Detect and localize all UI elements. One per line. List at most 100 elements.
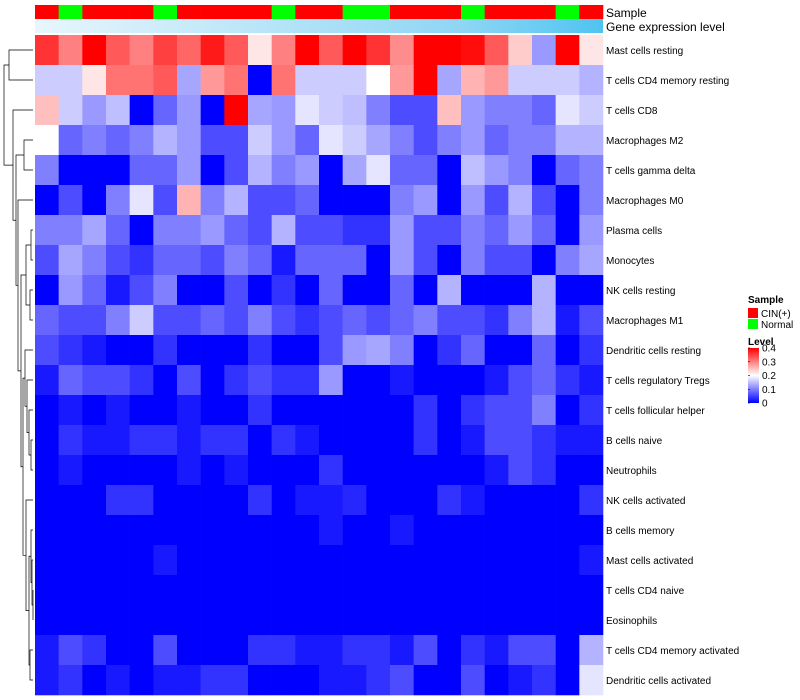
heatmap-cell — [271, 485, 296, 516]
heatmap-cell — [532, 65, 556, 96]
heatmap-cell — [579, 245, 604, 276]
heatmap-cell — [200, 605, 225, 636]
heatmap-cell — [579, 125, 604, 156]
heatmap-cell — [224, 635, 249, 666]
heatmap-cell — [58, 245, 83, 276]
heatmap-cell — [153, 575, 178, 606]
sample-cell — [248, 5, 272, 19]
heatmap-cell — [390, 485, 414, 516]
heatmap-cell — [177, 545, 201, 576]
heatmap-cell — [555, 305, 580, 336]
heatmap-cell — [437, 335, 462, 366]
heatmap-cell — [413, 635, 438, 666]
heatmap-cell — [35, 455, 59, 486]
heatmap-cell — [82, 665, 107, 696]
heatmap-cell — [484, 125, 509, 156]
heatmap-cell — [342, 395, 367, 426]
heatmap-cell — [508, 365, 533, 396]
heatmap-cell — [248, 65, 272, 96]
heatmap-cell — [366, 395, 391, 426]
heatmap-cell — [295, 215, 320, 246]
heatmap-cell — [35, 155, 59, 186]
heatmap-cell — [461, 665, 485, 696]
heatmap-cell — [82, 365, 107, 396]
dendrogram-branch — [24, 349, 33, 407]
heatmap-cell — [342, 335, 367, 366]
heatmap-cell — [106, 215, 130, 246]
heatmap-cell — [342, 485, 367, 516]
heatmap-cell — [224, 65, 249, 96]
row-label-t-cells-follicular-helper: T cells follicular helper — [606, 406, 705, 417]
heatmap-cell — [153, 515, 178, 546]
heatmap-cell — [177, 665, 201, 696]
heatmap-cell — [248, 575, 272, 606]
heatmap-cell — [153, 245, 178, 276]
heatmap-cell — [484, 155, 509, 186]
heatmap-cell — [271, 635, 296, 666]
dendrogram-branch — [17, 199, 33, 372]
heatmap-cell — [508, 215, 533, 246]
heatmap-cell — [271, 155, 296, 186]
heatmap-cell — [271, 515, 296, 546]
heatmap-cell — [555, 35, 580, 66]
heatmap-cell — [366, 245, 391, 276]
heatmap-cell — [555, 65, 580, 96]
heatmap-cell — [319, 275, 343, 306]
heatmap-cell — [248, 665, 272, 696]
heatmap-cell — [248, 185, 272, 216]
heatmap-cell — [35, 545, 59, 576]
heatmap-cell — [224, 545, 249, 576]
heatmap-cell — [390, 575, 414, 606]
heatmap-cell — [579, 665, 604, 696]
heatmap-cell — [413, 665, 438, 696]
heatmap-cell — [295, 485, 320, 516]
heatmap-cell — [271, 545, 296, 576]
heatmap-cell — [579, 365, 604, 396]
heatmap-cell — [224, 605, 249, 636]
heatmap-cell — [484, 395, 509, 426]
heatmap-cell — [129, 635, 154, 666]
heatmap-cell — [153, 95, 178, 126]
heatmap-cell — [153, 665, 178, 696]
heatmap-cell — [82, 335, 107, 366]
heatmap-cell — [58, 365, 83, 396]
heatmap-cell — [342, 515, 367, 546]
heatmap-cell — [295, 665, 320, 696]
heatmap-cell — [413, 245, 438, 276]
heatmap-cell — [224, 365, 249, 396]
heatmap-cell — [200, 305, 225, 336]
heatmap-cell — [248, 485, 272, 516]
heatmap-cell — [413, 185, 438, 216]
heatmap-cell — [295, 515, 320, 546]
heatmap-cell — [177, 245, 201, 276]
row-dendrogram — [3, 49, 34, 681]
heatmap-cell — [35, 365, 59, 396]
heatmap-cell — [484, 215, 509, 246]
heatmap-cell — [106, 245, 130, 276]
heatmap-cell — [461, 95, 485, 126]
sample-cell — [153, 5, 178, 19]
legend-sample-title: Sample — [748, 295, 784, 306]
sample-annotation-bar — [35, 5, 604, 19]
row-label-b-cells-memory: B cells memory — [606, 526, 674, 537]
heatmap-cell — [532, 245, 556, 276]
heatmap-cell — [366, 95, 391, 126]
row-label-t-cells-cd8: T cells CD8 — [606, 106, 658, 117]
heatmap-cell — [200, 245, 225, 276]
sample-cell — [106, 5, 130, 19]
heatmap-cell — [248, 365, 272, 396]
heatmap-cell — [106, 335, 130, 366]
row-label-t-cells-gamma-delta: T cells gamma delta — [606, 166, 696, 177]
heatmap-cell — [200, 35, 225, 66]
heatmap-cell — [295, 245, 320, 276]
heatmap-cell — [129, 245, 154, 276]
heatmap-cell — [106, 95, 130, 126]
heatmap-cell — [342, 125, 367, 156]
heatmap-cell — [248, 275, 272, 306]
heatmap-cell — [106, 605, 130, 636]
heatmap-cell — [579, 635, 604, 666]
heatmap-cell — [35, 515, 59, 546]
heatmap-cell — [366, 275, 391, 306]
heatmap-cell — [58, 455, 83, 486]
heatmap-cell — [129, 425, 154, 456]
